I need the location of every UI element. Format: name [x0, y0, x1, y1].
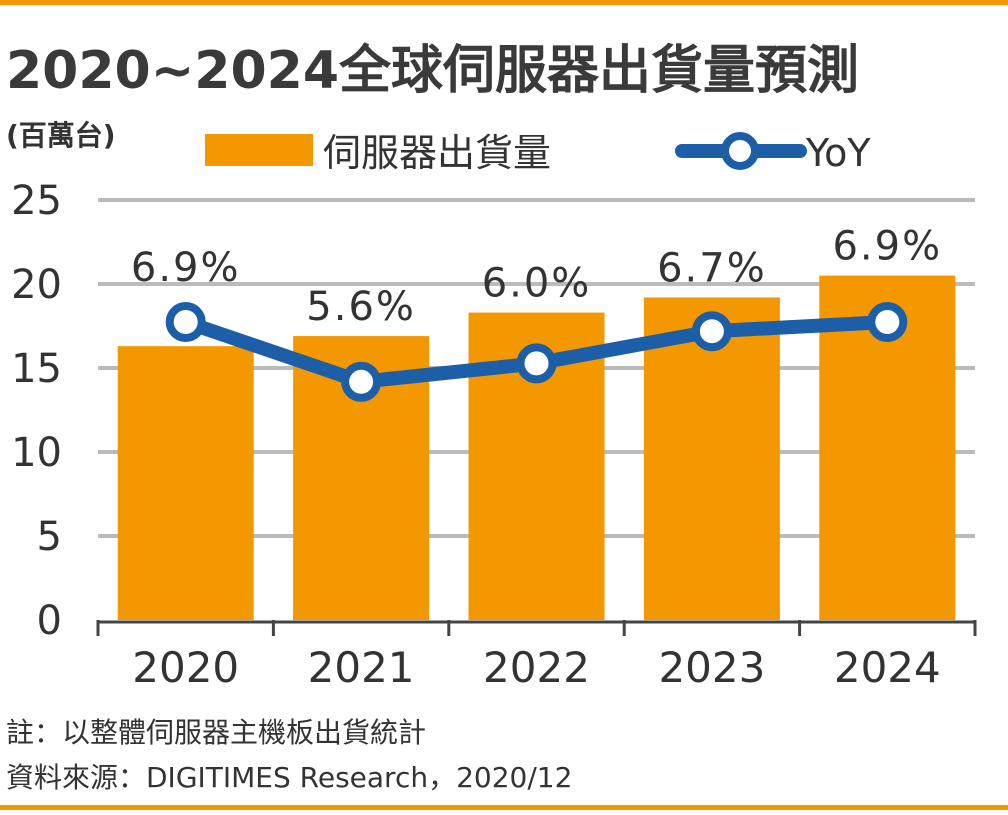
x-axis [96, 620, 977, 636]
x-tick-label: 2021 [308, 643, 415, 692]
source: 資料來源：DIGITIMES Research，2020/12 [6, 761, 572, 794]
yoy-marker-2022 [516, 343, 557, 384]
x-tick-label: 2023 [658, 643, 765, 692]
x-tick-label: 2020 [132, 643, 239, 692]
legend-line-label: YoY [805, 131, 871, 175]
legend-line-marker [721, 132, 759, 170]
x-tick-label: 2024 [834, 643, 941, 692]
legend-bar-label: 伺服器出貨量 [323, 131, 551, 175]
y-tick-label: 5 [37, 514, 62, 560]
yoy-line [165, 302, 908, 402]
yoy-data-label: 6.0% [482, 261, 592, 307]
yoy-marker-2021 [341, 361, 382, 402]
yoy-data-label: 6.9% [131, 245, 241, 291]
yoy-marker-2023 [691, 311, 732, 352]
yoy-marker-2024 [867, 302, 908, 342]
y-axis-unit: (百萬台) [6, 119, 116, 152]
x-tick-labels: 2020 2021 2022 2023 2024 [132, 643, 940, 692]
yoy-data-label: 6.7% [657, 245, 767, 291]
top-accent-line [0, 0, 1008, 5]
x-tick-label: 2022 [483, 643, 590, 692]
yoy-data-label: 6.9% [832, 224, 942, 270]
bar-2020 [117, 346, 254, 620]
yoy-marker-2020 [165, 302, 206, 342]
yoy-data-label: 5.6% [306, 284, 416, 330]
y-tick-label: 15 [11, 346, 62, 392]
legend-bar-swatch [205, 134, 313, 166]
note: 註：以整體伺服器主機板出貨統計 [6, 716, 426, 749]
chart-title: 2020~2024全球伺服器出貨量預測 [6, 41, 859, 101]
legend: 伺服器出貨量 YoY [205, 131, 871, 175]
bottom-accent-line [0, 805, 1008, 810]
y-tick-label: 25 [11, 178, 62, 224]
y-tick-label: 0 [37, 598, 62, 644]
yoy-data-labels: 6.9% 5.6% 6.0% 6.7% 6.9% [131, 224, 942, 330]
y-tick-label: 20 [11, 262, 62, 308]
y-tick-label: 10 [11, 430, 62, 476]
y-tick-labels: 0 5 10 15 20 25 [11, 178, 62, 644]
